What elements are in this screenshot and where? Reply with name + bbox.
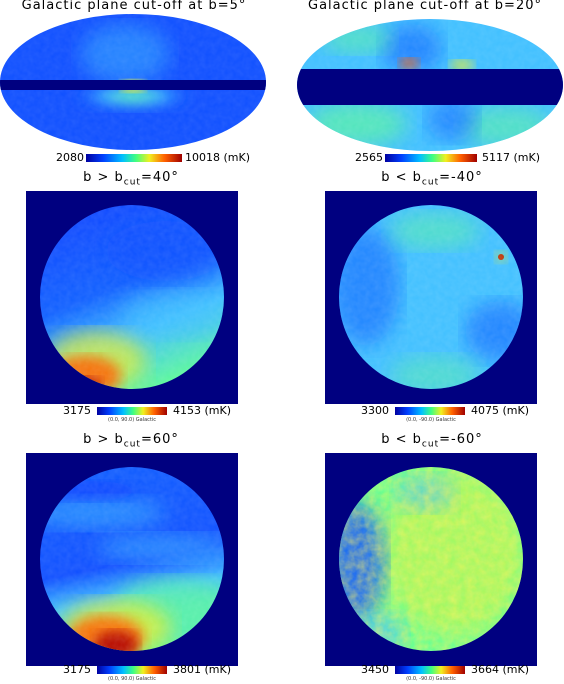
panel-3-colorbar <box>97 407 167 415</box>
panel-1-title: Galactic plane cut-off at b=5° <box>21 0 247 13</box>
panel-5-coord-label: (0.0, 90.0) Galactic <box>108 676 156 682</box>
panel-6-colorbar-min: 3450 <box>361 663 389 676</box>
panel-2-title: Galactic plane cut-off at b=20° <box>308 0 542 13</box>
panel-1-colorbar <box>86 154 182 162</box>
panel-2-colorbar-max: 5117 (mK) <box>482 151 541 164</box>
panel-6-colorbar <box>395 666 465 674</box>
panel-4-colorbar-max: 4075 (mK) <box>471 404 530 417</box>
panel-5-title: b > bcut=60° <box>83 432 179 450</box>
panel-3-coord-label: (0.0, 90.0) Galactic <box>108 417 156 423</box>
panel-3-colorbar-min: 3175 <box>63 404 91 417</box>
panel-2-mollweide-map <box>297 19 563 151</box>
panel-3-orthographic-map <box>26 191 238 404</box>
panel-4-colorbar <box>395 407 465 415</box>
panel-5-colorbar-max: 3801 (mK) <box>173 663 232 676</box>
panel-2-colorbar-min: 2565 <box>355 151 383 164</box>
panel-6-title: b < bcut=-60° <box>381 432 483 450</box>
panel-4-orthographic-map <box>325 191 537 404</box>
panel-6-orthographic-map <box>325 453 537 666</box>
panel-3-colorbar-max: 4153 (mK) <box>173 404 232 417</box>
panel-1-colorbar-max: 10018 (mK) <box>185 151 251 164</box>
panel-1-colorbar-min: 2080 <box>56 151 84 164</box>
panel-5-orthographic-map <box>26 453 238 666</box>
panel-2-colorbar <box>385 154 477 162</box>
panel-5-colorbar-min: 3175 <box>63 663 91 676</box>
panel-5-colorbar <box>97 666 167 674</box>
panel-4-title: b < bcut=-40° <box>381 170 483 188</box>
panel-4-colorbar-min: 3300 <box>361 404 389 417</box>
panel-6-colorbar-max: 3664 (mK) <box>471 663 530 676</box>
panel-4-coord-label: (0.0, -90.0) Galactic <box>406 417 456 423</box>
panel-6-coord-label: (0.0, -90.0) Galactic <box>406 676 456 682</box>
panel-1-mollweide-map <box>0 14 266 150</box>
panel-3-title: b > bcut=40° <box>83 170 179 188</box>
